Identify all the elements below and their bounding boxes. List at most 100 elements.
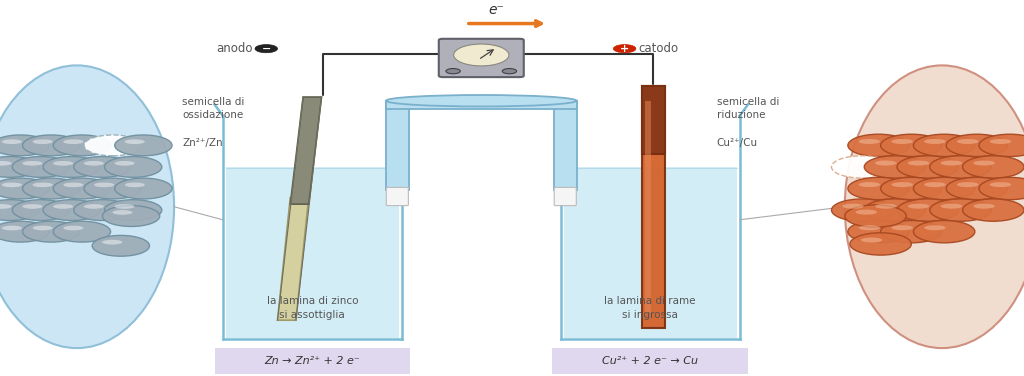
Ellipse shape: [102, 206, 160, 226]
Ellipse shape: [386, 95, 577, 106]
Ellipse shape: [102, 240, 122, 244]
Ellipse shape: [845, 65, 1024, 348]
Ellipse shape: [925, 139, 946, 144]
Ellipse shape: [0, 135, 49, 156]
Ellipse shape: [860, 238, 882, 243]
Ellipse shape: [940, 204, 962, 209]
Text: la lamina di zinco
si assottiglia: la lamina di zinco si assottiglia: [266, 296, 358, 320]
Ellipse shape: [858, 182, 880, 187]
Ellipse shape: [0, 156, 39, 177]
Ellipse shape: [23, 161, 42, 166]
Ellipse shape: [864, 199, 926, 221]
Ellipse shape: [84, 135, 141, 156]
Text: Cu²⁺/Cu: Cu²⁺/Cu: [717, 138, 758, 148]
Ellipse shape: [43, 200, 100, 220]
Ellipse shape: [979, 134, 1024, 156]
Circle shape: [446, 68, 461, 74]
Ellipse shape: [908, 161, 930, 165]
Bar: [563, 167, 737, 338]
Ellipse shape: [92, 235, 150, 256]
Ellipse shape: [973, 161, 994, 165]
Ellipse shape: [913, 134, 975, 156]
Ellipse shape: [23, 135, 80, 156]
Ellipse shape: [115, 204, 134, 209]
Ellipse shape: [881, 134, 942, 156]
Ellipse shape: [115, 135, 172, 156]
Ellipse shape: [53, 221, 111, 242]
Ellipse shape: [2, 139, 22, 144]
Ellipse shape: [891, 139, 913, 144]
FancyBboxPatch shape: [642, 86, 665, 153]
Bar: [554, 101, 577, 190]
FancyBboxPatch shape: [215, 348, 410, 374]
Ellipse shape: [63, 226, 83, 230]
Ellipse shape: [864, 156, 926, 178]
Ellipse shape: [925, 182, 946, 187]
Ellipse shape: [930, 156, 991, 178]
Ellipse shape: [946, 177, 1008, 200]
Ellipse shape: [23, 178, 80, 199]
Ellipse shape: [831, 156, 893, 178]
Ellipse shape: [63, 182, 83, 187]
Ellipse shape: [104, 156, 162, 177]
Ellipse shape: [0, 221, 49, 242]
Ellipse shape: [930, 199, 991, 221]
Ellipse shape: [848, 220, 909, 243]
Circle shape: [255, 45, 278, 53]
Ellipse shape: [963, 199, 1024, 221]
Ellipse shape: [989, 182, 1011, 187]
Ellipse shape: [2, 182, 22, 187]
Ellipse shape: [874, 161, 897, 165]
Ellipse shape: [0, 204, 11, 209]
Ellipse shape: [84, 178, 141, 199]
Ellipse shape: [858, 139, 880, 144]
Ellipse shape: [0, 200, 39, 220]
Ellipse shape: [2, 226, 22, 230]
Ellipse shape: [43, 156, 100, 177]
Ellipse shape: [84, 204, 103, 209]
Ellipse shape: [963, 156, 1024, 178]
Ellipse shape: [74, 156, 131, 177]
Ellipse shape: [53, 135, 111, 156]
Ellipse shape: [946, 134, 1008, 156]
Ellipse shape: [94, 182, 114, 187]
Ellipse shape: [53, 161, 73, 166]
Text: Zn → Zn²⁺ + 2 e⁻: Zn → Zn²⁺ + 2 e⁻: [264, 356, 360, 366]
Text: Cu²⁺ + 2 e⁻ → Cu: Cu²⁺ + 2 e⁻ → Cu: [602, 356, 698, 366]
Ellipse shape: [53, 178, 111, 199]
Ellipse shape: [113, 210, 132, 215]
Ellipse shape: [925, 225, 946, 230]
Ellipse shape: [956, 182, 978, 187]
Ellipse shape: [973, 204, 994, 209]
Ellipse shape: [908, 204, 930, 209]
Ellipse shape: [53, 204, 73, 209]
Ellipse shape: [989, 139, 1011, 144]
Ellipse shape: [33, 139, 52, 144]
Circle shape: [613, 45, 636, 53]
Text: −: −: [261, 44, 271, 54]
Bar: [386, 101, 409, 190]
Text: la lamina di rame
si ingrossa: la lamina di rame si ingrossa: [604, 296, 696, 320]
Ellipse shape: [12, 156, 70, 177]
Ellipse shape: [848, 134, 909, 156]
FancyBboxPatch shape: [642, 86, 665, 327]
Ellipse shape: [845, 205, 906, 227]
FancyBboxPatch shape: [386, 187, 409, 206]
Ellipse shape: [913, 177, 975, 200]
Ellipse shape: [891, 182, 913, 187]
Ellipse shape: [104, 200, 162, 220]
Text: semicella di
riduzione: semicella di riduzione: [717, 97, 779, 120]
Text: e⁻: e⁻: [488, 3, 505, 17]
Ellipse shape: [979, 177, 1024, 200]
Text: Zn²⁺/Zn: Zn²⁺/Zn: [182, 138, 223, 148]
Ellipse shape: [23, 221, 80, 242]
Bar: [225, 167, 398, 338]
Ellipse shape: [940, 161, 962, 165]
Ellipse shape: [454, 44, 509, 66]
FancyBboxPatch shape: [553, 348, 748, 374]
Ellipse shape: [891, 225, 913, 230]
Polygon shape: [278, 197, 309, 320]
Text: semicella di
ossidazione: semicella di ossidazione: [182, 97, 245, 120]
Polygon shape: [291, 97, 322, 204]
Text: anodo: anodo: [216, 42, 253, 55]
